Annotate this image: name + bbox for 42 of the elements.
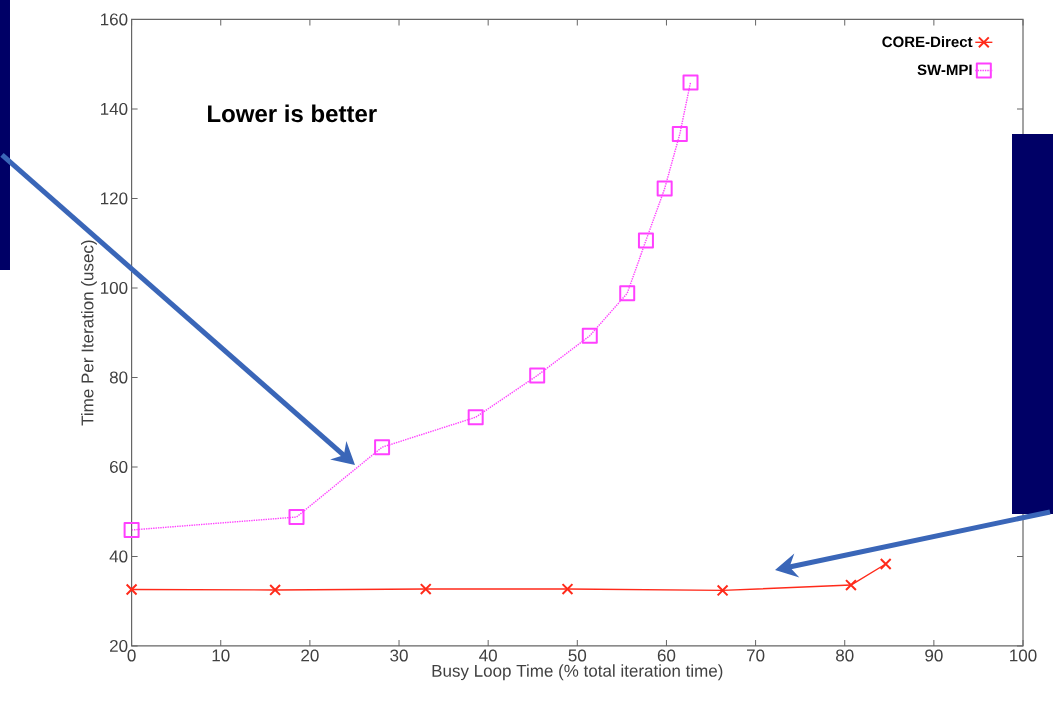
- x-axis-title: Busy Loop Time (% total iteration time): [432, 664, 723, 681]
- legend-label: CORE-Direct: [882, 36, 973, 48]
- x-tick-label: 20: [301, 649, 319, 662]
- point: [637, 232, 654, 249]
- y-tick-label: 120: [101, 192, 128, 205]
- point: [419, 583, 432, 596]
- y-tick-label: 100: [101, 281, 128, 294]
- x-tick-label: 0: [127, 649, 136, 662]
- point: [716, 584, 729, 597]
- point: [374, 439, 391, 456]
- x-tick-label: 90: [925, 649, 943, 662]
- point: [619, 285, 636, 302]
- y-tick-label: 160: [101, 13, 128, 26]
- x-tick-label: 40: [479, 649, 497, 662]
- point: [561, 583, 574, 596]
- x-tick-label: 60: [657, 649, 676, 662]
- y-tick-label: 40: [109, 550, 128, 563]
- point: [656, 180, 673, 197]
- point: [123, 522, 140, 538]
- point: [845, 579, 857, 591]
- point: [125, 583, 138, 596]
- point: [879, 558, 892, 570]
- point: [671, 125, 688, 142]
- point: [581, 327, 598, 344]
- y-tick-label: 60: [110, 460, 128, 473]
- y-tick-label: 20: [110, 639, 128, 652]
- legend-label: SW-MPI: [917, 64, 972, 76]
- y-tick-label: 80: [109, 371, 128, 384]
- x-tick-label: 100: [1010, 649, 1037, 662]
- point: [682, 74, 699, 91]
- point: [269, 584, 282, 596]
- x-tick-label: 50: [568, 649, 587, 662]
- x-tick-label: 30: [390, 649, 408, 662]
- point: [529, 367, 546, 384]
- x-tick-label: 80: [836, 649, 854, 662]
- x-tick-label: 70: [747, 649, 765, 662]
- y-tick-label: 140: [101, 102, 128, 115]
- x-tick-label: 10: [212, 649, 230, 662]
- point: [467, 409, 484, 426]
- annotation: Lower is better: [208, 104, 377, 123]
- point: [288, 509, 305, 526]
- y-axis-title: Time Per Iteration (usec): [81, 240, 97, 426]
